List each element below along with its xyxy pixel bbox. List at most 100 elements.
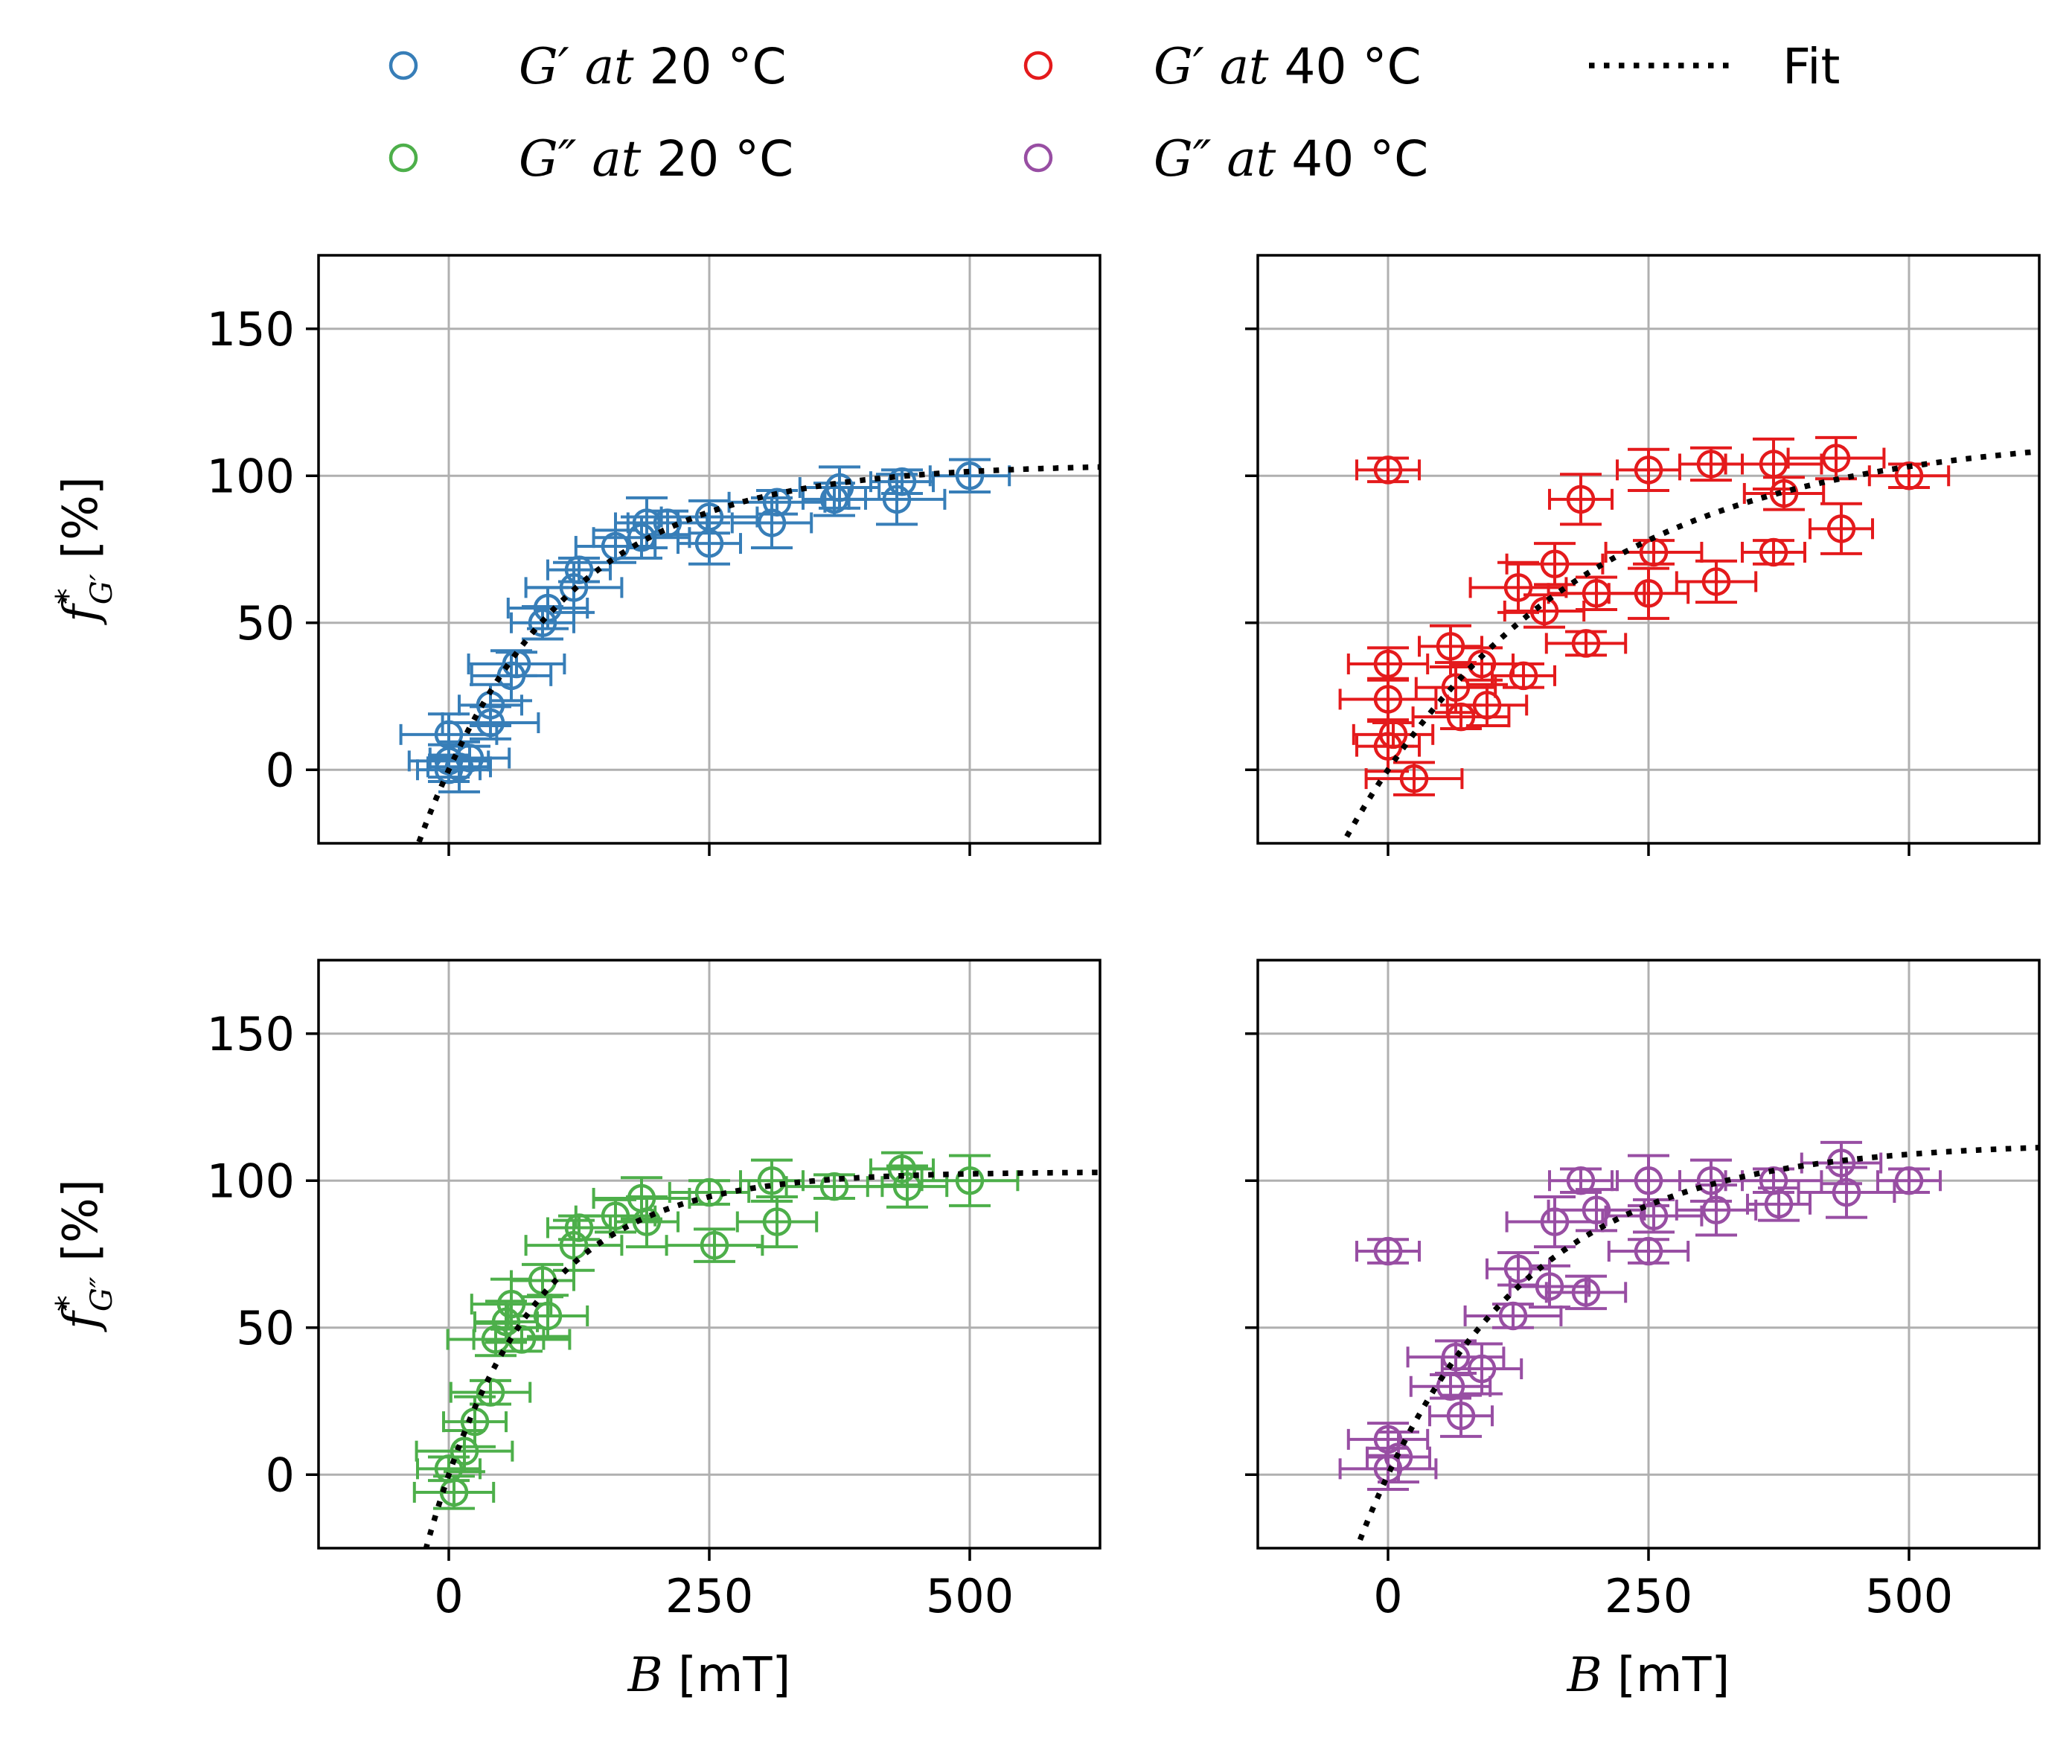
point-marker bbox=[1399, 764, 1429, 793]
y-tick-label: 50 bbox=[236, 1301, 295, 1355]
data-point bbox=[1505, 542, 1605, 587]
data-point bbox=[1675, 1183, 1758, 1237]
legend-marker bbox=[1023, 51, 1053, 80]
data-point bbox=[1428, 1393, 1494, 1438]
data-point bbox=[739, 1158, 805, 1203]
point-marker bbox=[700, 1230, 729, 1260]
legend-item-g2_40: G″ at 40 °C bbox=[1023, 130, 1428, 188]
data-point bbox=[472, 1325, 572, 1354]
point-marker bbox=[1503, 573, 1533, 602]
point-marker bbox=[1535, 1272, 1564, 1301]
data-point bbox=[1675, 559, 1758, 604]
point-marker bbox=[955, 461, 985, 490]
point-marker bbox=[887, 467, 917, 496]
point-marker bbox=[1529, 596, 1559, 626]
point-marker bbox=[1373, 456, 1403, 485]
data-point bbox=[614, 1195, 680, 1249]
point-marker bbox=[1467, 649, 1497, 679]
data-point bbox=[1352, 720, 1435, 750]
legend-label: Fit bbox=[1782, 38, 1840, 95]
point-marker bbox=[1378, 720, 1408, 750]
data-point bbox=[1338, 677, 1438, 722]
point-marker bbox=[1373, 685, 1403, 714]
point-marker bbox=[533, 1301, 563, 1331]
y-tick-label: 150 bbox=[207, 1007, 295, 1061]
data-point bbox=[506, 1294, 589, 1338]
point-marker bbox=[1566, 1166, 1596, 1195]
point-marker bbox=[1634, 1236, 1663, 1266]
y-tick-label: 150 bbox=[207, 302, 295, 357]
data-point bbox=[1468, 560, 1568, 614]
data-point bbox=[1604, 1198, 1704, 1234]
point-marker bbox=[528, 608, 557, 637]
legend-item-g1_20: G′ at 20 °C bbox=[388, 38, 787, 95]
data-point bbox=[1355, 456, 1421, 485]
data-point bbox=[449, 1378, 532, 1407]
point-marker bbox=[1894, 1166, 1924, 1195]
point-marker bbox=[1696, 450, 1726, 479]
legend-item-g1_40: G′ at 40 °C bbox=[1023, 38, 1422, 95]
data-point bbox=[1364, 761, 1464, 796]
point-marker bbox=[1540, 549, 1570, 578]
point-marker bbox=[1696, 1166, 1726, 1195]
x-axis-label: B [mT] bbox=[1567, 1648, 1730, 1703]
point-marker bbox=[1571, 629, 1601, 658]
point-marker bbox=[1701, 1195, 1731, 1224]
x-tick-label: 250 bbox=[665, 1569, 753, 1623]
point-marker bbox=[1373, 1236, 1403, 1266]
point-marker bbox=[1509, 661, 1538, 691]
data-points bbox=[1338, 435, 1951, 796]
point-marker bbox=[762, 1207, 792, 1236]
x-tick-label: 0 bbox=[1373, 1569, 1402, 1623]
point-marker bbox=[632, 1207, 662, 1236]
point-marker bbox=[694, 528, 724, 558]
point-marker bbox=[533, 593, 563, 623]
y-tick-label: 0 bbox=[266, 743, 295, 797]
point-marker bbox=[1764, 1189, 1794, 1219]
point-marker bbox=[1582, 1195, 1611, 1224]
point-marker bbox=[887, 1154, 917, 1183]
data-point bbox=[467, 649, 566, 679]
data-points bbox=[1338, 1140, 1942, 1491]
legend-label: G′ at 40 °C bbox=[1154, 38, 1422, 95]
legend-marker bbox=[388, 51, 418, 80]
data-point bbox=[730, 496, 813, 550]
point-marker bbox=[559, 573, 589, 602]
point-marker bbox=[1441, 673, 1471, 702]
data-point bbox=[1346, 646, 1430, 682]
data-point bbox=[546, 1213, 612, 1242]
data-point bbox=[1724, 437, 1823, 491]
point-marker bbox=[1639, 1201, 1669, 1230]
y-tick-label: 0 bbox=[266, 1448, 295, 1502]
legend-label: G″ at 20 °C bbox=[519, 130, 793, 188]
gridlines bbox=[319, 960, 1100, 1548]
point-marker bbox=[1571, 1278, 1601, 1307]
x-tick-label: 500 bbox=[1865, 1569, 1953, 1623]
point-marker bbox=[1634, 1166, 1663, 1195]
point-marker bbox=[955, 1166, 985, 1195]
point-marker bbox=[450, 1437, 479, 1466]
legend: G′ at 20 °C G″ at 20 °C G′ at 40 °C G″ at 4… bbox=[388, 38, 1840, 188]
data-point bbox=[1548, 473, 1614, 526]
point-marker bbox=[439, 1477, 469, 1507]
point-marker bbox=[1498, 1301, 1528, 1331]
point-marker bbox=[1701, 567, 1731, 596]
point-marker bbox=[653, 508, 682, 537]
point-marker bbox=[825, 473, 854, 502]
point-marker bbox=[627, 523, 656, 552]
data-point bbox=[1741, 537, 1806, 567]
point-marker bbox=[1759, 537, 1788, 567]
panel-bottom-left: 0 250 500 0 50 100 150 B [mT] f*G″ [%] bbox=[49, 959, 1101, 1703]
data-point bbox=[473, 1300, 539, 1344]
x-tick-label: 250 bbox=[1605, 1569, 1692, 1623]
point-marker bbox=[1467, 1354, 1497, 1384]
data-point bbox=[920, 1154, 1020, 1207]
point-marker bbox=[819, 1172, 849, 1201]
y-tick-label: 100 bbox=[207, 1154, 295, 1208]
point-marker bbox=[757, 1166, 787, 1195]
data-point bbox=[866, 1164, 949, 1209]
point-marker bbox=[1832, 1177, 1861, 1207]
point-marker bbox=[1821, 444, 1851, 473]
legend-marker bbox=[1023, 143, 1053, 173]
